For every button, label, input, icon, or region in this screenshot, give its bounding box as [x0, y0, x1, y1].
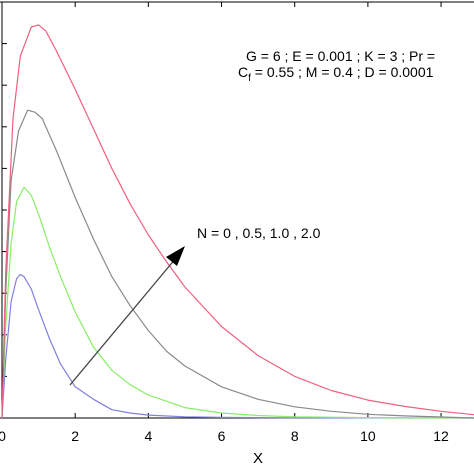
x-tick-label: 4 — [144, 428, 152, 444]
params-f-subscript: f — [248, 73, 251, 84]
params-line-1: G = 6 ; E = 0.001 ; K = 3 ; Pr = — [246, 48, 435, 64]
series-line — [1, 186, 474, 419]
parameter-arrow — [69, 246, 185, 386]
x-axis-ticks: 0 2 4 6 8 10 12 — [0, 2, 449, 444]
x-tick-label: 6 — [218, 428, 226, 444]
params-c: C — [238, 64, 248, 80]
params-line-2: Cf = 0.55 ; M = 0.4 ; D = 0.0001 — [238, 64, 434, 84]
x-tick-label: 10 — [360, 428, 376, 444]
x-tick-label: 0 — [0, 428, 6, 444]
x-tick-label: 12 — [433, 428, 449, 444]
series-line — [1, 109, 474, 419]
x-tick-label: 8 — [291, 428, 299, 444]
series-line — [1, 273, 474, 419]
arrow-head — [166, 246, 185, 266]
x-axis-title: X — [253, 450, 263, 467]
series-layer — [1, 24, 474, 419]
arrow-label: N = 0 , 0.5, 1.0 , 2.0 — [197, 225, 321, 241]
params-rest: = 0.55 ; M = 0.4 ; D = 0.0001 — [251, 64, 434, 80]
x-tick-label: 2 — [71, 428, 79, 444]
arrow-shaft — [69, 257, 177, 386]
series-line — [1, 24, 474, 419]
